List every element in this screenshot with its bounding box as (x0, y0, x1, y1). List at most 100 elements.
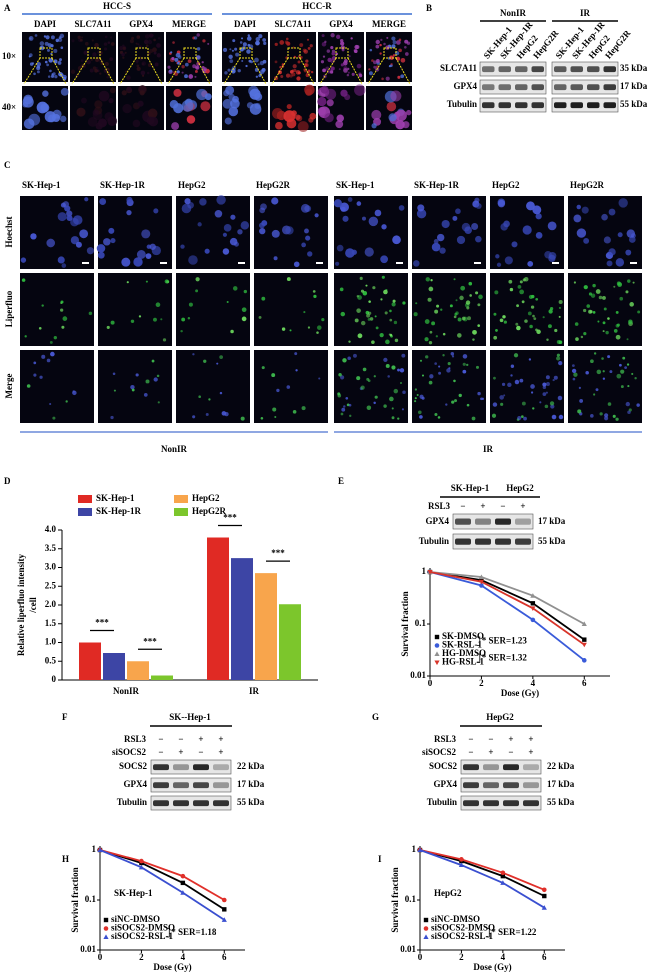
cell-signal (259, 207, 266, 214)
cell-signal (46, 63, 49, 67)
cell-signal (86, 247, 95, 255)
cell-signal (546, 382, 550, 386)
cell-signal (60, 202, 66, 208)
cell-signal (397, 75, 401, 79)
cell-signal (360, 289, 365, 293)
cell-signal (626, 229, 635, 238)
cell-signal (254, 57, 259, 63)
cell-signal (293, 68, 297, 73)
cell-signal (528, 358, 532, 361)
cell-signal (624, 366, 628, 369)
cell-signal (51, 74, 55, 78)
cell-signal (104, 61, 109, 67)
ser-bracket (166, 928, 170, 938)
point (427, 570, 433, 575)
cell-signal (340, 311, 346, 317)
cell-signal (439, 247, 446, 254)
legend-label: siSOCS2-RSL-1 (431, 931, 494, 941)
cell-signal (384, 311, 388, 315)
cell-signal (613, 329, 618, 333)
bar (207, 537, 229, 680)
cell-signal (83, 50, 89, 55)
cell-line-label: SK-Hep-1 (114, 888, 153, 898)
cell-signal (271, 197, 279, 205)
cell-signal (121, 257, 131, 267)
cell-signal (50, 35, 55, 40)
cell-signal (583, 237, 590, 244)
y-tick-label: 0.1 (415, 618, 427, 628)
cell-signal (356, 201, 362, 206)
blot-band (482, 66, 495, 73)
cell-signal (530, 384, 535, 389)
cell-signal (393, 388, 399, 394)
cell-signal (184, 62, 189, 67)
point (458, 862, 465, 868)
cell-signal (356, 376, 361, 381)
x-tick-label: 4 (531, 678, 536, 688)
blot-band (483, 800, 499, 807)
blot-band (173, 764, 189, 771)
cell-signal (248, 59, 252, 63)
cell-signal (216, 362, 219, 365)
cell-signal (615, 323, 620, 328)
cell-signal (493, 335, 498, 340)
cell-signal (590, 359, 594, 364)
cell-signal (386, 36, 389, 39)
cell-signal (513, 353, 519, 358)
treatment-sign: − (508, 747, 513, 757)
cell-signal (145, 253, 152, 260)
zoom-line (223, 57, 241, 85)
cell-signal (609, 370, 613, 374)
cell-signal (354, 318, 359, 323)
y-tick-label: 4.0 (45, 524, 57, 534)
point (103, 926, 109, 931)
cell-signal (110, 42, 115, 46)
cell-signal (532, 205, 542, 215)
micrograph (20, 273, 94, 346)
cell-signal (392, 235, 401, 245)
point (581, 621, 587, 626)
cell-signal (242, 42, 247, 47)
blot-band (455, 538, 471, 545)
point (542, 893, 547, 899)
blot-band (213, 782, 229, 789)
cell-signal (414, 388, 418, 391)
cell-signal (340, 206, 346, 212)
cell-signal (356, 308, 361, 313)
cell-signal (461, 316, 466, 321)
point (103, 917, 109, 923)
cell-signal (222, 248, 230, 255)
blot-band (498, 84, 511, 91)
legend-label: SK-RSL-1 (442, 640, 483, 650)
cell-signal (136, 66, 141, 71)
zoom-box (135, 47, 149, 59)
cell-signal (454, 399, 458, 403)
cell-signal (241, 307, 247, 313)
cell-signal (60, 46, 64, 50)
cell-signal (556, 353, 561, 357)
cell-signal (181, 71, 184, 74)
cell-label: HepG2R (570, 180, 605, 190)
cell-signal (441, 219, 450, 229)
cell-signal (475, 291, 479, 295)
cell-signal (216, 195, 226, 205)
cell-signal (84, 197, 89, 202)
cell-signal (453, 278, 456, 281)
cell-signal (317, 96, 327, 107)
y-tick-label: 1.5 (45, 618, 57, 628)
cell-signal (465, 300, 471, 305)
treatment-sign: − (460, 501, 465, 511)
cell-signal (428, 340, 433, 345)
cell-signal (341, 48, 345, 52)
channel-label: GPX4 (329, 19, 353, 29)
zoom-box (335, 47, 349, 59)
cell-signal (348, 340, 351, 343)
cell-signal (461, 222, 471, 232)
cell-signal (462, 369, 467, 374)
cell-signal (157, 401, 160, 404)
protein-label: SOCS2 (119, 761, 148, 771)
cell-signal (94, 68, 98, 73)
cell-signal (308, 117, 314, 123)
zoom-line (99, 57, 115, 85)
cell-signal (398, 38, 402, 42)
